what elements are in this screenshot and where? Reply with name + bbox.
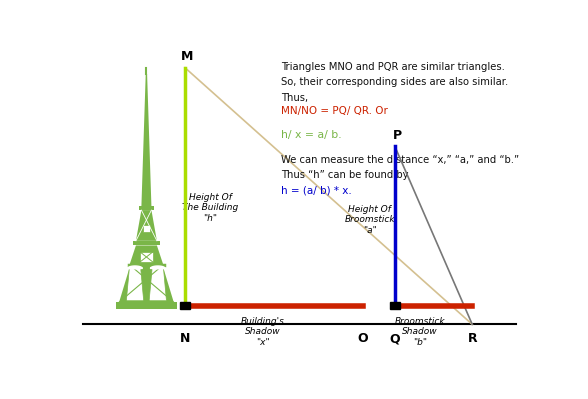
Text: N: N [180,332,191,345]
Text: MN/NO = PQ/ QR. Or: MN/NO = PQ/ QR. Or [281,106,387,116]
Text: M: M [181,50,193,63]
Polygon shape [128,266,142,269]
Text: h/ x = a/ b.: h/ x = a/ b. [281,130,342,140]
Bar [143,225,150,231]
Polygon shape [141,74,152,206]
Text: h = (a/ b) * x.: h = (a/ b) * x. [281,186,352,196]
Text: Height Of
Broomstick
"a": Height Of Broomstick "a" [345,205,395,235]
Bar [390,302,400,309]
Text: So, their corresponding sides are also similar.: So, their corresponding sides are also s… [281,77,508,87]
Polygon shape [129,245,163,265]
Text: Broomstick
Shadow
"b": Broomstick Shadow "b" [395,317,445,346]
Text: R: R [467,332,477,345]
Polygon shape [149,269,166,301]
Text: O: O [358,332,368,345]
Text: Height Of
The Building
"h": Height Of The Building "h" [182,193,238,223]
Text: Building's
Shadow
"x": Building's Shadow "x" [240,317,285,346]
Text: We can measure the distance “x,” “a,” and “b.”: We can measure the distance “x,” “a,” an… [281,154,519,165]
Text: Thus “h” can be found by: Thus “h” can be found by [281,170,408,180]
Text: Q: Q [389,332,400,345]
Bar [139,252,153,262]
Polygon shape [119,265,174,302]
Bar [116,302,177,309]
Text: Thus,: Thus, [281,93,308,103]
Polygon shape [136,210,157,241]
Bar [139,206,153,210]
Polygon shape [126,269,143,301]
Bar [133,241,159,245]
Bar [180,302,190,309]
Text: P: P [392,128,402,142]
Text: Triangles MNO and PQR are similar triangles.: Triangles MNO and PQR are similar triang… [281,62,505,72]
Polygon shape [151,266,165,269]
